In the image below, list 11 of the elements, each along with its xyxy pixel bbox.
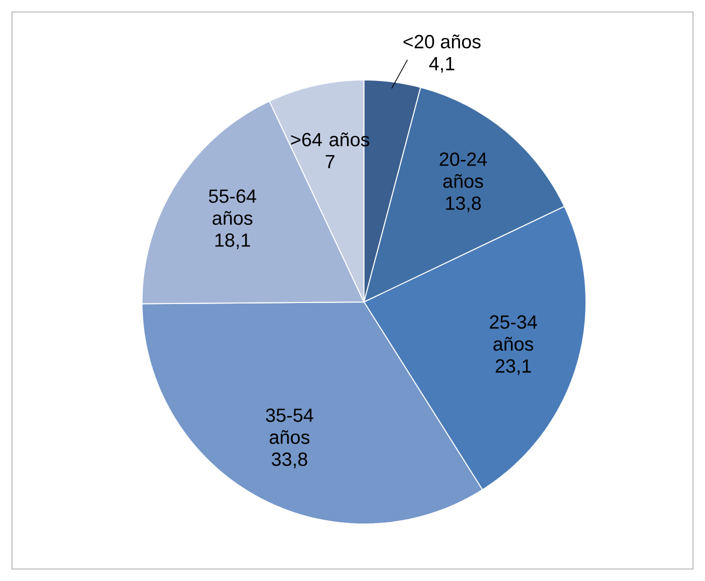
data-label: 7 xyxy=(326,155,334,168)
slice-label: 25-34 años xyxy=(490,315,538,351)
slice-label: <20 años xyxy=(404,34,481,48)
slice-label: 35-54 años xyxy=(266,408,314,444)
data-label: 13,8 xyxy=(446,196,481,212)
data-label: 23,1 xyxy=(496,359,531,375)
data-label: 4,1 xyxy=(429,57,454,73)
slice-label: 55-64 años xyxy=(208,189,256,225)
slice-label: 20-24 años xyxy=(440,152,487,188)
data-label: 33,8 xyxy=(272,452,308,468)
data-label: 18,1 xyxy=(215,233,250,250)
